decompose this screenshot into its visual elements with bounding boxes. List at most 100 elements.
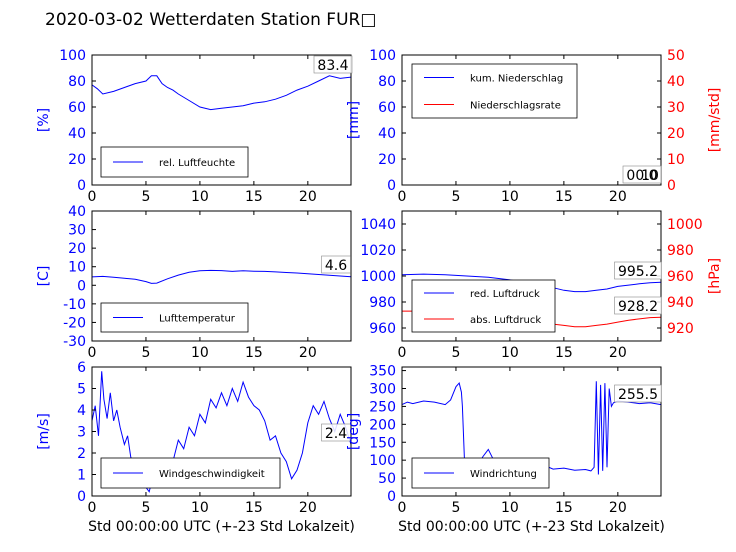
x-tick-label: 0 xyxy=(88,345,97,361)
y-tick-label: 0 xyxy=(77,278,86,294)
y-tick-label: 0 xyxy=(387,178,396,194)
x-tick-label: 5 xyxy=(451,189,460,205)
y-tick-label: 960 xyxy=(369,321,396,337)
legend-label: rel. Luftfeuchte xyxy=(159,158,235,169)
value-annotation: 255.5 xyxy=(618,387,658,403)
y-tick-label: 0 xyxy=(77,489,86,505)
series-line xyxy=(91,371,352,493)
y-right-tick-label: 960 xyxy=(667,269,694,285)
y-right-tick-label: 40 xyxy=(667,74,685,90)
y-tick-label: 60 xyxy=(68,100,86,116)
y-tick-label: 0 xyxy=(387,489,396,505)
x-tick-label: 10 xyxy=(191,189,209,205)
x-tick-label: 0 xyxy=(88,500,97,516)
legend-label: red. Luftdruck xyxy=(470,289,540,300)
value-annotation-box xyxy=(313,55,353,74)
figure-title: 2020-03-02 Wetterdaten Station FUR□ xyxy=(45,10,377,30)
x-tick-label: 15 xyxy=(245,345,263,361)
y-tick-label: -30 xyxy=(63,334,86,350)
x-axis-label: Std 00:00:00 UTC (+-23 Std Lokalzeit) xyxy=(88,519,355,535)
y-axis-label: [mm] xyxy=(346,101,362,139)
legend-box xyxy=(411,63,578,119)
plot-frame xyxy=(401,54,662,186)
y-right-tick-label: 1000 xyxy=(667,217,703,233)
series-line xyxy=(91,75,352,111)
legend-label: Windgeschwindigkeit xyxy=(159,469,265,480)
y-tick-label: 250 xyxy=(369,399,396,415)
y-tick-label: 80 xyxy=(378,74,396,90)
value-annotation: 83.4 xyxy=(317,58,348,74)
y-tick-label: 3 xyxy=(77,425,86,441)
y-right-tick-label: 30 xyxy=(667,100,685,116)
y-right-tick-label: 0 xyxy=(667,178,676,194)
value-annotation: 2.4 xyxy=(325,426,347,442)
y-right-tick-label: 20 xyxy=(667,126,685,142)
x-tick-label: 10 xyxy=(191,345,209,361)
y-axis-label: [deg] xyxy=(346,413,362,450)
chart-panel-2: 0 5 10 15 20 0 20 40 60 80 100 0 10 20 30 40 50 [mm] [mm/s… xyxy=(346,48,723,205)
y-tick-label: 1020 xyxy=(360,243,396,259)
value-annotation: 928.2 xyxy=(618,299,658,315)
value-annotation-box xyxy=(321,423,351,442)
value-annotation-box xyxy=(614,296,662,315)
legend-label: abs. Luftdruck xyxy=(470,315,541,326)
x-tick-label: 0 xyxy=(398,345,407,361)
y-tick-label: 60 xyxy=(378,100,396,116)
y-tick-label: 350 xyxy=(369,364,396,380)
x-tick-label: 10 xyxy=(191,500,209,516)
y-tick-label: 30 xyxy=(68,223,86,239)
y-tick-label: 100 xyxy=(369,48,396,64)
legend-box xyxy=(411,279,556,333)
y-tick-label: 5 xyxy=(77,382,86,398)
y-tick-label: 4 xyxy=(77,403,86,419)
y-tick-label: 150 xyxy=(369,435,396,451)
y-tick-label: 300 xyxy=(369,382,396,398)
y-right-axis-label: [mm/std] xyxy=(707,88,723,153)
x-tick-label: 5 xyxy=(141,189,150,205)
y-tick-label: 2 xyxy=(77,446,86,462)
y-axis-label: [m/s] xyxy=(36,413,52,450)
y-tick-label: 40 xyxy=(378,126,396,142)
y-tick-label: 40 xyxy=(68,126,86,142)
y-right-tick-label: 940 xyxy=(667,295,694,311)
x-tick-label: 20 xyxy=(609,500,627,516)
y-tick-label: -20 xyxy=(63,315,86,331)
value-annotation: 10 xyxy=(641,168,659,184)
y-tick-label: 20 xyxy=(378,152,396,168)
chart-panel-4: 0 5 10 15 20 960 980 1000 1020 1040 920 940 960 980 10… xyxy=(360,210,723,361)
x-tick-label: 15 xyxy=(245,189,263,205)
y-tick-label: 0 xyxy=(77,178,86,194)
y-right-tick-label: 980 xyxy=(667,243,694,259)
x-tick-label: 15 xyxy=(555,345,573,361)
x-tick-label: 0 xyxy=(398,189,407,205)
y-axis-label: [C] xyxy=(36,266,52,287)
value-annotation-box xyxy=(321,255,351,274)
x-tick-label: 20 xyxy=(609,189,627,205)
legend-label: Lufttemperatur xyxy=(159,314,236,325)
x-tick-label: 20 xyxy=(299,189,317,205)
x-axis-label: Std 00:00:00 UTC (+-23 Std Lokalzeit) xyxy=(398,519,665,535)
x-tick-label: 10 xyxy=(501,189,519,205)
x-tick-label: 5 xyxy=(141,345,150,361)
x-tick-label: 10 xyxy=(501,345,519,361)
x-tick-label: 5 xyxy=(141,500,150,516)
series-line xyxy=(401,273,662,293)
y-axis-label: [%] xyxy=(36,108,52,132)
y-tick-label: 200 xyxy=(369,417,396,433)
x-tick-label: 15 xyxy=(555,189,573,205)
chart-panel-1: 0 5 10 15 20 0 20 40 60 80 100 [%] rel. Luftfeuchte 8… xyxy=(36,48,353,205)
legend-label: kum. Niederschlag xyxy=(470,74,563,85)
y-tick-label: 10 xyxy=(68,260,86,276)
y-tick-label: -10 xyxy=(63,297,86,313)
x-tick-label: 5 xyxy=(451,345,460,361)
y-tick-label: 1 xyxy=(77,468,86,484)
series-line xyxy=(91,269,352,284)
y-right-axis-label: [hPa] xyxy=(707,258,723,294)
value-annotation: 995.2 xyxy=(618,264,658,280)
value-annotation: 00.0 xyxy=(626,168,657,184)
y-right-tick-label: 920 xyxy=(667,321,694,337)
x-tick-label: 10 xyxy=(501,500,519,516)
